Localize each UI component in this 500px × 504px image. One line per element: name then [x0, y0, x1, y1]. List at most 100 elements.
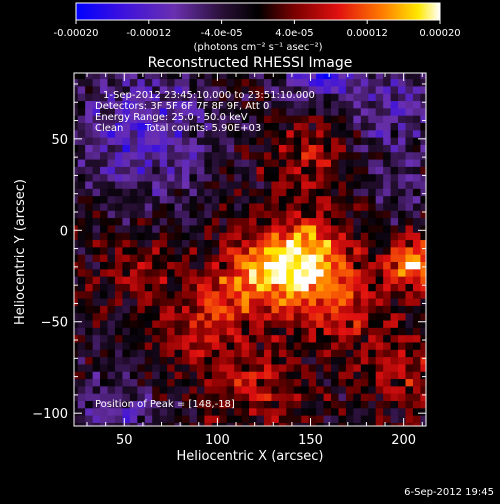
heatmap-cell: [249, 144, 258, 153]
heatmap-cell: [196, 173, 205, 182]
heatmap-cell: [159, 319, 168, 328]
heatmap-cell: [182, 246, 191, 255]
heatmap-cell: [308, 73, 317, 80]
heatmap-cell: [345, 319, 354, 328]
heatmap-cell: [331, 144, 340, 153]
heatmap-cell: [182, 400, 191, 409]
heatmap-cell: [256, 400, 265, 409]
heatmap-cell: [390, 385, 399, 394]
heatmap-cell: [368, 166, 377, 175]
heatmap-cell: [398, 85, 407, 94]
heatmap-cell: [159, 85, 168, 94]
heatmap-cell: [182, 385, 191, 394]
heatmap-cell: [137, 85, 146, 94]
heatmap-cell: [263, 422, 273, 426]
heatmap-cell: [137, 297, 146, 306]
heatmap-cell: [301, 195, 310, 204]
heatmap-cell: [77, 144, 86, 153]
heatmap-cell: [196, 334, 205, 343]
heatmap-cell: [182, 144, 191, 153]
heatmap-cell: [360, 400, 369, 409]
heatmap-cell: [256, 173, 265, 182]
heatmap-cell: [100, 356, 109, 365]
heatmap-cell: [301, 297, 310, 306]
heatmap-cell: [293, 356, 302, 365]
heatmap-cell: [196, 297, 205, 306]
heatmap-cell: [353, 327, 362, 336]
heatmap-cell: [196, 290, 205, 299]
heatmap-cell: [308, 188, 317, 197]
heatmap-cell: [428, 188, 436, 196]
heatmap-cell: [114, 173, 124, 182]
x-axis-label: Heliocentric X (arcsec): [177, 449, 324, 464]
heatmap-cell: [107, 180, 116, 189]
heatmap-cell: [100, 283, 109, 292]
heatmap-cell: [278, 422, 287, 426]
heatmap-cell: [137, 276, 146, 284]
heatmap-cell: [271, 232, 280, 241]
heatmap-cell: [107, 305, 116, 314]
heatmap-cell: [331, 115, 340, 123]
heatmap-cell: [144, 276, 153, 284]
heatmap-cell: [323, 305, 332, 314]
heatmap-cell: [174, 78, 183, 87]
heatmap-cell: [308, 180, 317, 189]
heatmap-cell: [226, 210, 235, 219]
heatmap-cell: [293, 217, 302, 226]
heatmap-cell: [316, 107, 325, 116]
heatmap-cell: [368, 407, 377, 416]
heatmap-cell: [256, 78, 265, 87]
heatmap-cell: [122, 378, 131, 387]
heatmap-cell: [420, 356, 426, 365]
heatmap-cell: [420, 107, 426, 116]
heatmap-cell: [383, 107, 392, 116]
heatmap-cell: [390, 393, 399, 401]
heatmap-cell: [92, 107, 101, 116]
heatmap-cell: [420, 129, 426, 138]
heatmap-cell: [85, 400, 94, 409]
heatmap-cell: [256, 349, 265, 358]
heatmap-cell: [420, 158, 426, 167]
heatmap-cell: [144, 78, 153, 87]
heatmap-cell: [286, 78, 295, 87]
heatmap-cell: [390, 319, 399, 328]
heatmap-cell: [85, 341, 94, 350]
heatmap-cell: [85, 73, 94, 80]
heatmap-cell: [100, 407, 109, 416]
heatmap-cell: [174, 290, 183, 299]
heatmap-cell: [368, 115, 377, 123]
heatmap-cell: [263, 363, 273, 372]
heatmap-cell: [308, 93, 317, 102]
heatmap-cell: [189, 144, 198, 153]
heatmap-cell: [77, 180, 86, 189]
heatmap-cell: [271, 327, 280, 336]
heatmap-cell: [420, 393, 426, 401]
heatmap-cell: [137, 122, 146, 131]
heatmap-cell: [85, 261, 94, 270]
heatmap-cell: [196, 158, 205, 167]
heatmap-cell: [345, 100, 354, 109]
heatmap-cell: [196, 312, 205, 321]
heatmap-cell: [159, 122, 168, 131]
heatmap-cell: [77, 195, 86, 204]
heatmap-cell: [345, 144, 354, 153]
heatmap-cell: [390, 400, 399, 409]
heatmap-cell: [331, 378, 340, 387]
heatmap-cell: [293, 334, 302, 343]
heatmap-cell: [241, 341, 250, 350]
heatmap-cell: [196, 393, 205, 401]
heatmap-cell: [174, 254, 183, 262]
heatmap-cell: [360, 173, 369, 182]
heatmap-cell: [107, 363, 116, 372]
heatmap-cell: [226, 261, 235, 270]
heatmap-cell: [405, 363, 414, 372]
heatmap-cell: [375, 393, 384, 401]
heatmap-cell: [271, 173, 280, 182]
heatmap-cell: [196, 73, 205, 80]
heatmap-cell: [390, 378, 399, 387]
heatmap-cell: [182, 371, 191, 380]
heatmap-cell: [331, 407, 340, 416]
heatmap-cell: [77, 210, 86, 219]
heatmap-cell: [286, 144, 295, 153]
heatmap-cell: [331, 415, 340, 423]
